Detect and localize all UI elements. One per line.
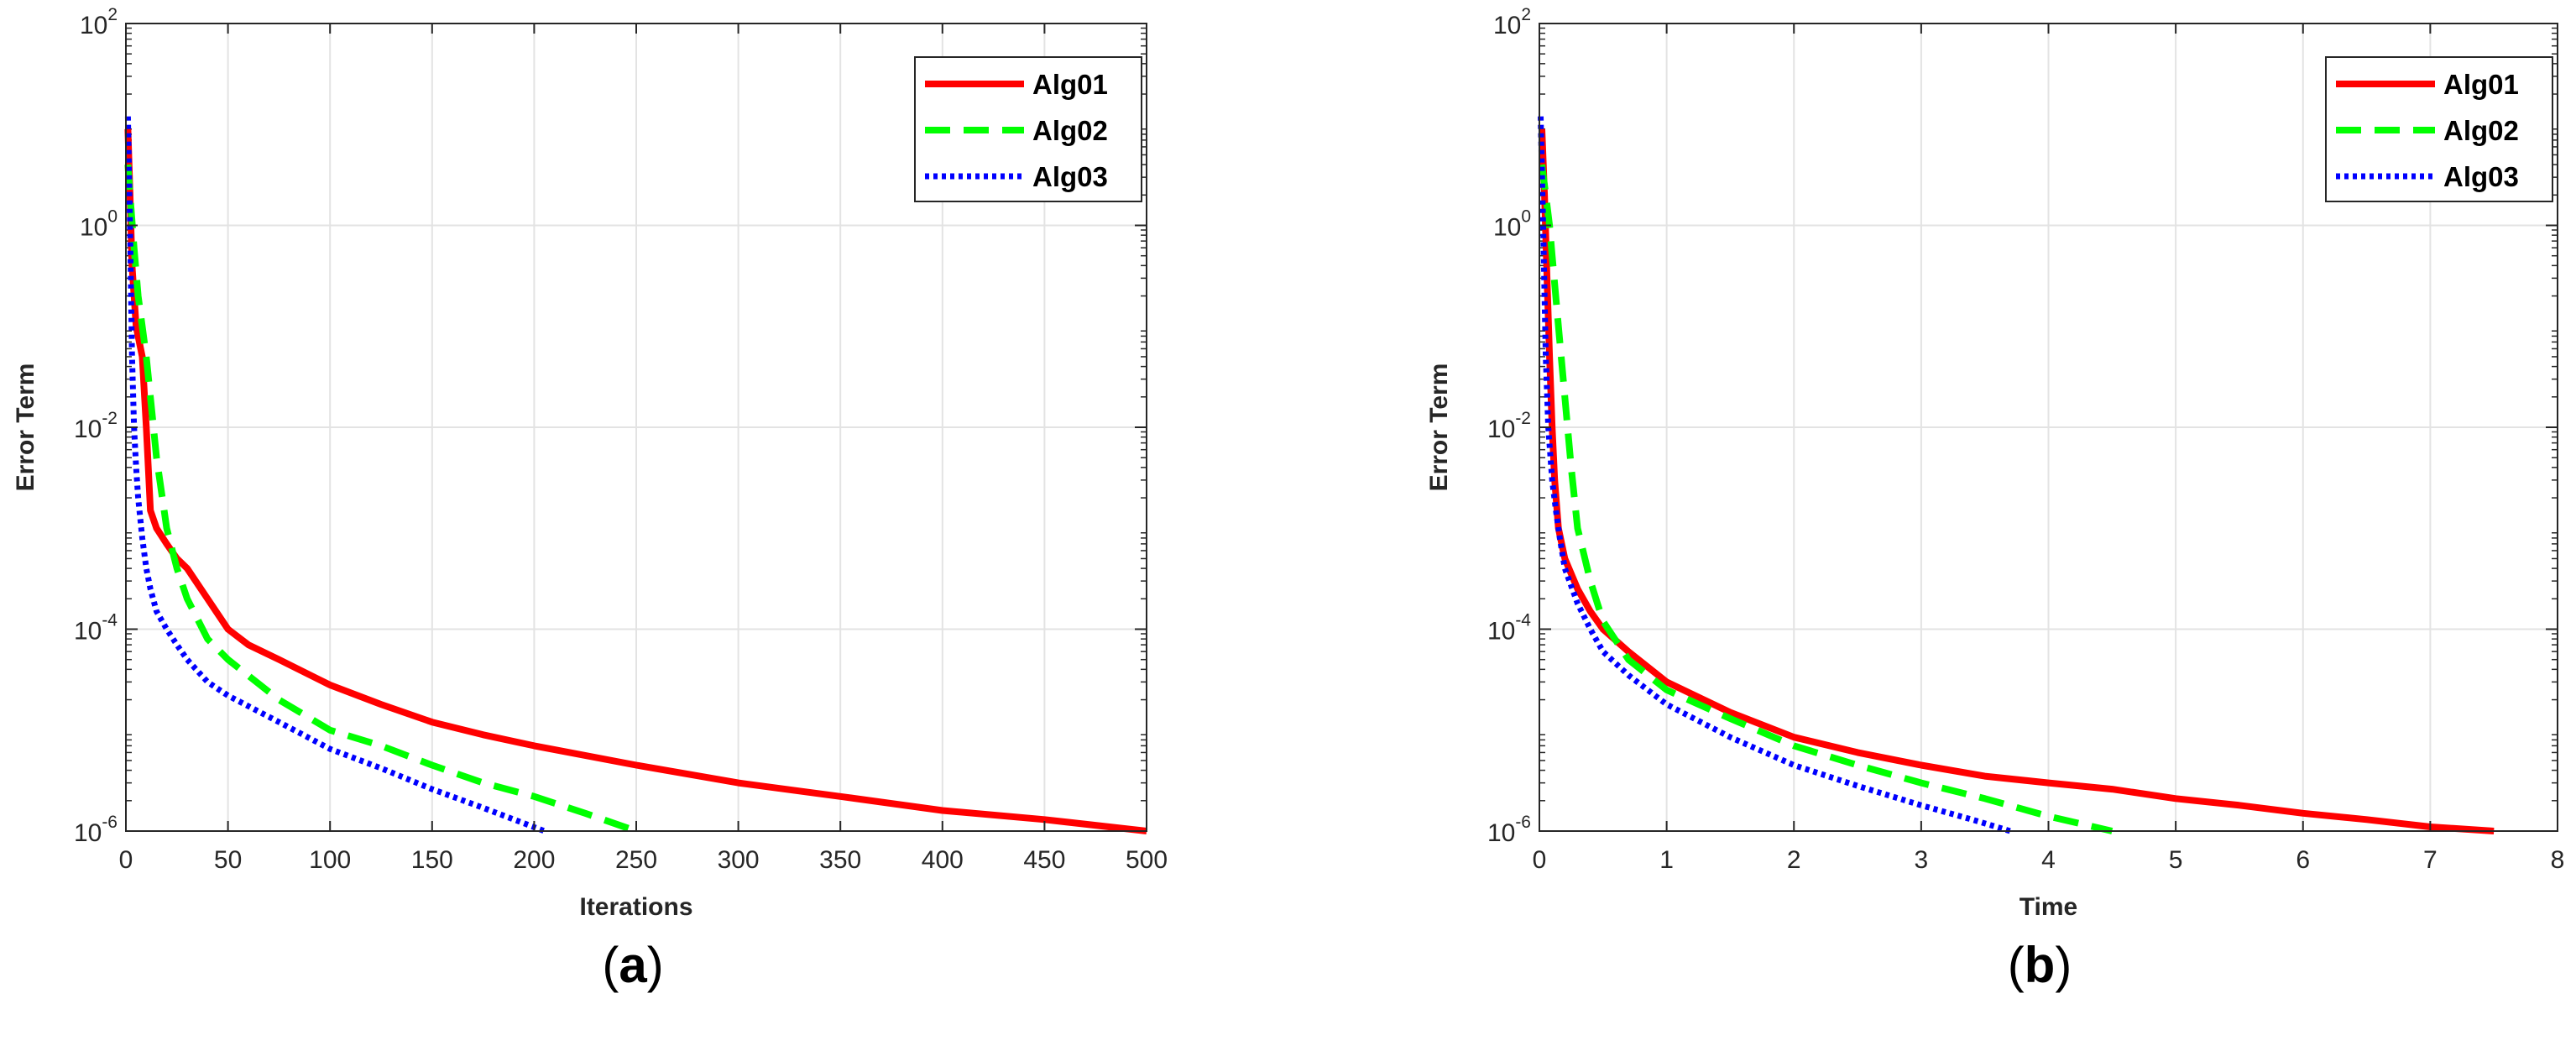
y-tick-base: 10 <box>74 416 102 443</box>
x-tick-label: 2 <box>1787 846 1801 874</box>
y-tick-exponent: 2 <box>1521 5 1531 24</box>
legend-label-alg01: Alg01 <box>2443 69 2519 100</box>
x-tick-label: 1 <box>1659 846 1674 874</box>
y-tick-base: 10 <box>74 618 102 646</box>
series-line-alg02 <box>1539 164 2114 834</box>
x-tick-label: 6 <box>2296 846 2310 874</box>
y-tick-exponent: 2 <box>107 5 118 24</box>
y-tick-exponent: -6 <box>1515 813 1531 832</box>
x-tick-label: 4 <box>2041 846 2056 874</box>
series-line-alg01 <box>1539 128 2495 834</box>
y-axis-title: Error Term <box>1425 363 1453 492</box>
x-tick-label: 100 <box>309 846 351 874</box>
x-tick-label: 250 <box>615 846 657 874</box>
panel-label-open: ( <box>602 937 619 993</box>
legend: Alg01 Alg02 Alg03 <box>2325 56 2553 202</box>
y-tick-base: 10 <box>1487 416 1515 443</box>
y-tick-label: 10-6 <box>1487 813 1531 847</box>
panel-label-letter: b <box>2025 937 2056 993</box>
panel-label: (b) <box>2008 937 2072 993</box>
x-tick-label: 7 <box>2423 846 2438 874</box>
y-tick-label: 10-2 <box>74 409 118 443</box>
y-tick-label: 102 <box>1493 5 1531 39</box>
y-tick-exponent: -2 <box>102 409 118 428</box>
y-tick-exponent: -4 <box>102 611 118 630</box>
y-tick-label: 102 <box>80 5 118 39</box>
y-tick-exponent: 0 <box>1521 207 1531 227</box>
x-tick-label: 0 <box>1533 846 1547 874</box>
y-tick-label: 10-4 <box>74 611 118 646</box>
x-axis-title: Time <box>2020 893 2077 921</box>
y-tick-label: 10-2 <box>1487 409 1531 443</box>
x-axis-title: Iterations <box>579 893 692 921</box>
panel-label-close: ) <box>2055 937 2072 993</box>
y-tick-exponent: -2 <box>1515 409 1531 428</box>
legend-label-alg03: Alg03 <box>2443 161 2519 192</box>
x-tick-label: 300 <box>718 846 760 874</box>
x-tick-label: 500 <box>1126 846 1168 874</box>
y-tick-exponent: 0 <box>107 207 118 227</box>
x-tick-label: 450 <box>1023 846 1065 874</box>
panel-label-letter: a <box>619 937 647 993</box>
x-tick-label: 8 <box>2551 846 2565 874</box>
legend-label-alg01: Alg01 <box>1032 69 1108 100</box>
x-tick-label: 400 <box>922 846 964 874</box>
chart-panel-a: 0 50 100 150 200 250 300 350 400 450 50010-610-410… <box>12 5 1168 993</box>
series-line-alg02 <box>124 164 638 834</box>
panel-label-close: ) <box>647 937 664 993</box>
y-tick-base: 10 <box>74 819 102 847</box>
y-tick-base: 10 <box>1487 819 1515 847</box>
series-line-alg01 <box>124 128 1147 834</box>
y-tick-exponent: -4 <box>1515 611 1531 630</box>
y-tick-base: 10 <box>1493 12 1521 39</box>
x-tick-label: 3 <box>1915 846 1929 874</box>
y-tick-label: 10-4 <box>1487 611 1531 646</box>
x-tick-label: 350 <box>819 846 861 874</box>
y-tick-base: 10 <box>1493 214 1521 242</box>
y-tick-exponent: -6 <box>102 813 118 832</box>
panel-label-open: ( <box>2008 937 2025 993</box>
x-tick-label: 200 <box>513 846 555 874</box>
legend-label-alg03: Alg03 <box>1032 161 1108 192</box>
y-tick-base: 10 <box>1487 618 1515 646</box>
x-tick-label: 50 <box>214 846 242 874</box>
x-tick-label: 5 <box>2169 846 2183 874</box>
legend-label-alg02: Alg02 <box>1032 115 1108 146</box>
y-tick-label: 100 <box>1493 207 1531 242</box>
y-tick-base: 10 <box>80 214 107 242</box>
panel-label: (a) <box>602 937 663 993</box>
y-tick-label: 10-6 <box>74 813 118 847</box>
x-tick-label: 150 <box>411 846 453 874</box>
y-tick-base: 10 <box>80 12 107 39</box>
y-axis-title: Error Term <box>12 363 39 492</box>
y-tick-label: 100 <box>80 207 118 242</box>
legend: Alg01 Alg02 Alg03 <box>914 56 1142 202</box>
x-tick-label: 0 <box>119 846 133 874</box>
legend-label-alg02: Alg02 <box>2443 115 2519 146</box>
